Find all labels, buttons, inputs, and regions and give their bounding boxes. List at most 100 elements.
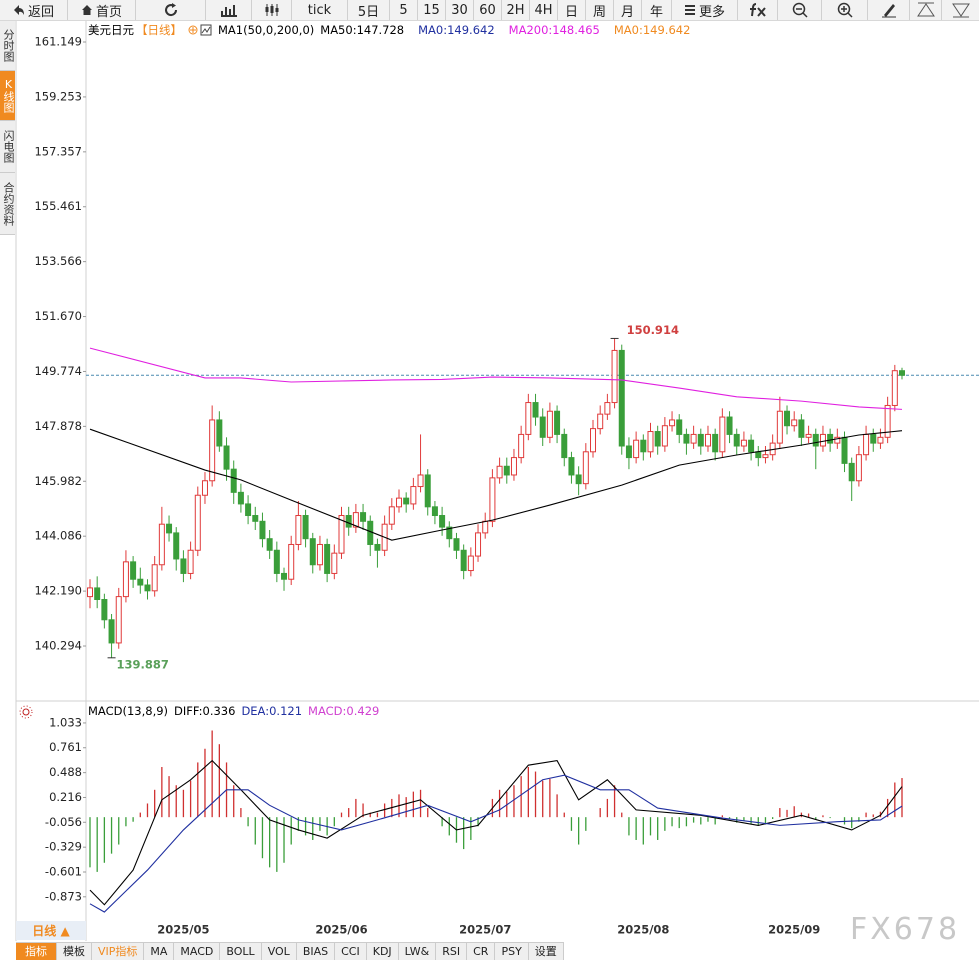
indicator-tab[interactable]: PSY (495, 943, 529, 960)
home-button[interactable]: 首页 (68, 0, 136, 20)
period-button[interactable]: 5日 (348, 0, 390, 20)
candle-body (719, 416, 726, 453)
candle-body (439, 515, 446, 528)
candle-body (453, 538, 460, 551)
side-tab[interactable]: 闪电图 (0, 121, 15, 173)
candle-body (496, 465, 503, 479)
collapse-button[interactable] (910, 0, 942, 20)
y-tick-label: 0.488 (49, 765, 82, 779)
indicator-tab[interactable]: RSI (436, 943, 468, 960)
candle-body (410, 486, 417, 505)
candle-body (295, 515, 302, 545)
candle-body (309, 538, 316, 566)
formula-button[interactable] (738, 0, 778, 20)
indicator: MA1(50,0,200,0) (218, 23, 315, 37)
y-tick-label: 153.566 (34, 254, 82, 268)
candle-body (115, 596, 122, 644)
legend-icons (188, 24, 212, 36)
indicator-tab[interactable]: 设置 (529, 943, 564, 960)
ma-value: 148.465 (552, 23, 600, 37)
candle-body (568, 457, 575, 476)
refresh-button[interactable] (136, 0, 206, 20)
period-button[interactable]: 日 (558, 0, 586, 20)
indicator-tab[interactable]: LW& (399, 943, 437, 960)
y-tick-label: 149.774 (34, 364, 82, 378)
period-button[interactable]: 60 (474, 0, 502, 20)
zoom-in-button[interactable] (822, 0, 868, 20)
side-tab[interactable]: 分时图 (0, 21, 15, 71)
indicator-tab[interactable]: MA (144, 943, 175, 960)
candle-body (683, 433, 690, 444)
candle-body (899, 370, 905, 376)
ma-name: MA50: (320, 23, 357, 37)
period-button[interactable]: 2H (502, 0, 530, 20)
candle-body (597, 413, 604, 430)
chart-type-button[interactable] (206, 0, 252, 20)
indicator-tab[interactable]: CCI (335, 943, 367, 960)
candle-body (281, 572, 288, 580)
candle-body (518, 433, 525, 459)
macd-item: DEA:0.121 (241, 704, 302, 718)
macd-item: DIFF:0.336 (174, 704, 235, 718)
indicator-tab[interactable]: BIAS (297, 943, 336, 960)
name: DEA: (241, 704, 270, 718)
candle-body (388, 506, 395, 525)
candle-body (525, 402, 532, 435)
ma-item: MA50:147.728 (320, 23, 404, 37)
label: 更多 (698, 4, 725, 20)
candle-body (870, 433, 877, 444)
candle-button[interactable] (252, 0, 292, 20)
candle-body (690, 433, 697, 444)
candle-body (209, 419, 216, 482)
candle-body (367, 520, 374, 545)
indicator-tab[interactable]: MACD (174, 943, 221, 960)
candle-body (201, 480, 208, 496)
more-button[interactable]: 更多 (672, 0, 738, 20)
candle-body (762, 454, 769, 459)
candle-body (352, 512, 359, 528)
indicator-tab[interactable]: 指标 (16, 943, 57, 960)
period-button[interactable]: 5 (390, 0, 418, 20)
icon (916, 2, 935, 17)
indicator-tab[interactable]: KDJ (367, 943, 399, 960)
indicator-tab[interactable]: VOL (262, 943, 297, 960)
tick-button[interactable]: tick (292, 0, 348, 20)
period-button[interactable]: 30 (446, 0, 474, 20)
candle-body (374, 543, 381, 551)
candle-body (446, 526, 453, 540)
period-toggle[interactable]: 日线 ▲ (16, 921, 86, 940)
candle-body (424, 474, 431, 508)
value: 0.429 (346, 704, 380, 718)
candle-body (884, 404, 891, 438)
indicator-tab[interactable]: 模板 (57, 943, 92, 960)
period-button[interactable]: 年 (642, 0, 672, 20)
period-button[interactable]: 15 (418, 0, 446, 20)
candle-body (798, 419, 805, 438)
sun-icon (19, 705, 33, 719)
candle-body (130, 561, 137, 580)
candle-body (669, 419, 676, 427)
indicator-tab[interactable]: VIP指标 (92, 943, 145, 960)
icon (951, 3, 970, 18)
ma-value: 149.642 (447, 23, 495, 37)
candle-body (812, 433, 819, 447)
candle-body (640, 439, 647, 453)
candle-body (187, 549, 194, 574)
side-tab[interactable]: 合约资料 (0, 173, 15, 235)
candle-body (805, 433, 812, 438)
watermark: FX678 (850, 912, 961, 947)
indicator-tab[interactable]: CR (467, 943, 496, 960)
zoom-out-button[interactable] (778, 0, 822, 20)
macd-legend: MACD(13,8,9) DIFF:0.336 DEA:0.121 MACD:0… (88, 704, 379, 718)
indicator-tab[interactable]: BOLL (220, 943, 262, 960)
candle-body (877, 436, 884, 444)
period-button[interactable]: 周 (586, 0, 614, 20)
y-tick-label: -0.056 (45, 815, 82, 829)
back-button[interactable]: 返回 (0, 0, 68, 20)
period-button[interactable]: 4H (530, 0, 558, 20)
side-tab[interactable]: K线图 (0, 71, 15, 121)
draw-button[interactable] (868, 0, 910, 20)
candle-body (784, 410, 791, 427)
period-button[interactable]: 月 (614, 0, 642, 20)
expand-button[interactable] (942, 0, 979, 20)
